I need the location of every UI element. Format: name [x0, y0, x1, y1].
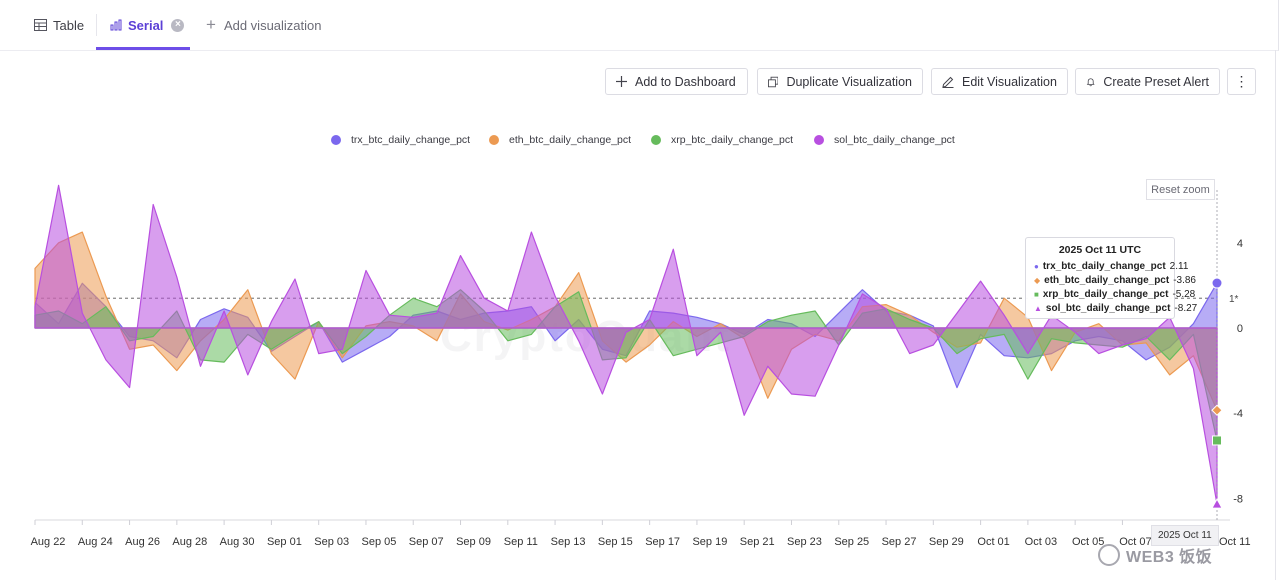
x-tick-label: Oct 03	[1025, 536, 1057, 548]
legend-dot-icon	[814, 135, 824, 145]
bar-chart-icon	[110, 19, 122, 31]
tab-table-label: Table	[53, 17, 85, 33]
x-tick-label: Oct 01	[977, 536, 1009, 548]
x-tick-label: Sep 21	[740, 536, 775, 548]
add-visualization-button[interactable]: + Add visualization	[206, 0, 322, 50]
more-options-button[interactable]: ⋮	[1227, 68, 1256, 95]
panel-border	[1275, 50, 1276, 580]
x-tick-label: Sep 23	[787, 536, 822, 548]
tooltip-series-name: trx_btc_daily_change_pct	[1042, 260, 1166, 272]
legend-label: trx_btc_daily_change_pct	[351, 134, 471, 146]
x-tick-label: Sep 15	[598, 536, 633, 548]
tooltip-series-value: -3.86	[1173, 274, 1196, 286]
close-icon[interactable]: ×	[171, 18, 185, 32]
edit-visualization-label: Edit Visualization	[962, 74, 1057, 89]
add-visualization-label: Add visualization	[223, 17, 322, 33]
x-tick-label: Oct 05	[1072, 536, 1104, 548]
plus-icon: +	[206, 15, 216, 34]
y-tick-label: -4	[1233, 408, 1243, 420]
tooltip-series-name: xrp_btc_daily_change_pct	[1042, 288, 1169, 300]
more-vertical-icon: ⋮	[1234, 73, 1249, 89]
x-tick-label: Sep 19	[692, 536, 727, 548]
x-tick-label: Sep 25	[834, 536, 869, 548]
tooltip-series-name: eth_btc_daily_change_pct	[1044, 274, 1170, 286]
y-tick-label: -8	[1233, 493, 1243, 505]
legend-label: xrp_btc_daily_change_pct	[671, 134, 794, 146]
tab-table[interactable]: Table	[34, 0, 84, 50]
tooltip-series-value: -8.27	[1174, 302, 1198, 314]
x-tick-label: Sep 05	[362, 536, 397, 548]
tooltip-title: 2025 Oct 11 UTC	[1058, 244, 1142, 256]
add-to-dashboard-button[interactable]: Add to Dashboard	[605, 68, 748, 95]
table-icon	[34, 19, 47, 31]
tooltip-row: ▲ sol_btc_daily_change_pct -8.27	[1034, 301, 1197, 315]
x-tick-label: Sep 17	[645, 536, 680, 548]
duplicate-visualization-label: Duplicate Visualization	[786, 74, 912, 89]
y-tick-label: 0	[1237, 323, 1243, 335]
copy-icon	[768, 76, 779, 87]
x-tick-label: Sep 07	[409, 536, 444, 548]
x-tick-label: Aug 22	[31, 536, 66, 548]
diamond-marker-icon: ◆	[1034, 275, 1041, 285]
tab-divider	[96, 14, 97, 36]
legend-dot-icon	[489, 135, 499, 145]
tooltip-row: ◆ eth_btc_daily_change_pct -3.86	[1034, 273, 1196, 287]
x-tick-label: Sep 03	[314, 536, 349, 548]
watermark-logo-icon	[1098, 544, 1120, 566]
create-preset-alert-label: Create Preset Alert	[1103, 74, 1209, 89]
series-point-sol	[1211, 498, 1223, 509]
area-chart[interactable]: 1* 4 0 -4 -8 Aug 22 Aug 24 Aug 26 Aug 28 Aug 30 Se…	[0, 160, 1275, 580]
reference-line-label: 1*	[1229, 294, 1239, 305]
x-tick-label: Aug 26	[125, 536, 160, 548]
legend-item-eth[interactable]: eth_btc_daily_change_pct	[489, 134, 631, 146]
tooltip-series-name: sol_btc_daily_change_pct	[1045, 302, 1171, 314]
tooltip-series-value: -5.28	[1172, 288, 1196, 300]
legend-label: sol_btc_daily_change_pct	[834, 134, 955, 146]
chart-tooltip: 2025 Oct 11 UTC ● trx_btc_daily_change_p…	[1025, 237, 1197, 319]
pencil-icon	[942, 76, 954, 88]
watermark-text: WEB3 饭饭	[1126, 549, 1213, 566]
series-point-eth	[1211, 404, 1223, 416]
x-tick-label: Sep 09	[456, 536, 491, 548]
edit-visualization-button[interactable]: Edit Visualization	[931, 68, 1068, 95]
x-tick-label: Sep 01	[267, 536, 302, 548]
y-tick-label: 4	[1237, 238, 1243, 250]
create-preset-alert-button[interactable]: Create Preset Alert	[1075, 68, 1220, 95]
x-tick-label: Sep 11	[504, 536, 538, 548]
legend-dot-icon	[331, 135, 341, 145]
plus-icon	[616, 76, 627, 87]
tab-serial[interactable]: Serial ×	[110, 0, 185, 50]
legend-item-xrp[interactable]: xrp_btc_daily_change_pct	[651, 134, 793, 146]
x-tick-label: Sep 13	[551, 536, 586, 548]
x-tick-label: Sep 27	[882, 536, 917, 548]
x-tick-label: Aug 30	[220, 536, 255, 548]
reset-zoom-button[interactable]: Reset zoom	[1146, 179, 1215, 200]
tab-bar: Table Serial × + Add visualization	[0, 0, 1279, 51]
duplicate-visualization-button[interactable]: Duplicate Visualization	[757, 68, 923, 95]
tooltip-row: ● trx_btc_daily_change_pct 2.11	[1034, 259, 1188, 273]
square-marker-icon: ■	[1034, 289, 1039, 299]
tooltip-series-value: 2.11	[1169, 260, 1189, 272]
add-to-dashboard-label: Add to Dashboard	[635, 74, 736, 89]
x-tick-label: Oct 11	[1219, 536, 1251, 548]
tab-serial-label: Serial	[128, 17, 164, 33]
tooltip-row: ■ xrp_btc_daily_change_pct -5.28	[1034, 287, 1195, 301]
x-tick-label: Aug 24	[78, 536, 113, 548]
bell-icon	[1086, 77, 1095, 86]
series-point-trx	[1211, 277, 1223, 289]
circle-marker-icon: ●	[1034, 261, 1039, 271]
x-tick-label: Sep 29	[929, 536, 964, 548]
series-point-xrp	[1212, 435, 1222, 446]
x-tick-label: Oct 07	[1119, 536, 1151, 548]
active-tab-indicator	[96, 47, 190, 50]
crosshair-date-label: 2025 Oct 11	[1151, 525, 1219, 546]
watermark: WEB3 饭饭	[1098, 540, 1212, 570]
x-tick-label: Aug 28	[172, 536, 207, 548]
legend-label: eth_btc_daily_change_pct	[509, 134, 632, 146]
legend-dot-icon	[651, 135, 661, 145]
legend-item-sol[interactable]: sol_btc_daily_change_pct	[814, 134, 955, 146]
legend-item-trx[interactable]: trx_btc_daily_change_pct	[331, 134, 470, 146]
triangle-marker-icon: ▲	[1034, 303, 1042, 313]
